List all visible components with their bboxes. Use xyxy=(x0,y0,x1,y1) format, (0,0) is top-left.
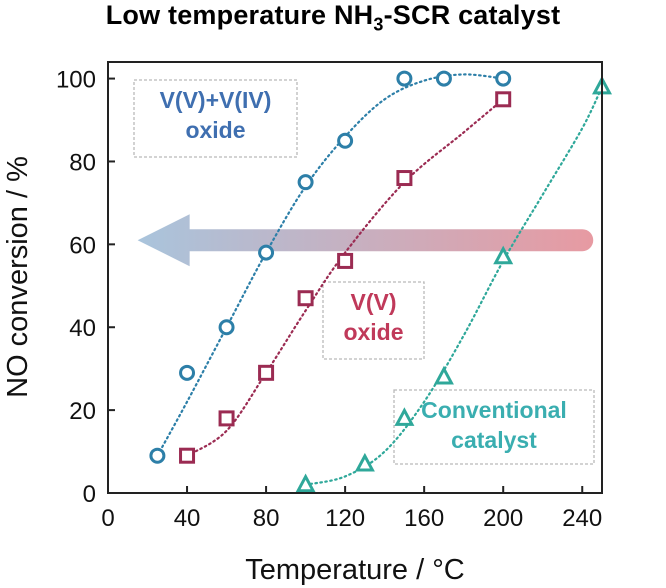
legend-box xyxy=(393,389,595,465)
data-point-vv xyxy=(495,91,512,108)
data-point-conventional xyxy=(295,473,316,493)
y-axis-label: NO conversion / % xyxy=(2,156,34,398)
data-point-vv_viv xyxy=(297,174,314,191)
shift-arrow xyxy=(137,214,594,267)
data-point-vv_viv xyxy=(435,70,452,87)
data-point-vv xyxy=(218,410,235,427)
x-tick-label: 240 xyxy=(562,505,602,532)
data-point-conventional xyxy=(433,365,454,385)
legend-label: oxide xyxy=(185,117,245,143)
legend-label: V(V) xyxy=(351,289,397,315)
legend-vv: V(V) oxide xyxy=(322,281,425,360)
x-tick-label: 40 xyxy=(174,505,201,532)
data-point-vv xyxy=(297,290,314,307)
data-point-conventional xyxy=(394,407,415,426)
legend-vv_viv: V(V)+V(IV) oxide xyxy=(133,79,298,158)
legend-conventional: Conventional catalyst xyxy=(393,389,595,465)
legend-label: V(V)+V(IV) xyxy=(160,87,272,113)
data-point-vv xyxy=(337,252,354,269)
x-tick-label: 200 xyxy=(483,505,523,532)
data-point-vv_viv xyxy=(396,70,413,87)
y-tick-label: 40 xyxy=(69,315,96,342)
page-title: Low temperature NH3-SCR catalyst xyxy=(105,0,561,35)
y-tick-label: 60 xyxy=(69,232,96,259)
data-point-vv_viv xyxy=(495,70,512,87)
legend-label: catalyst xyxy=(451,427,537,453)
x-tick-label: 120 xyxy=(325,505,365,532)
data-point-vv xyxy=(396,170,413,187)
data-point-vv xyxy=(179,447,196,464)
data-point-vv_viv xyxy=(149,447,166,464)
data-point-vv_viv xyxy=(218,319,235,336)
legend-label: oxide xyxy=(343,319,403,345)
y-tick-label: 80 xyxy=(69,149,96,176)
data-point-vv_viv xyxy=(179,364,196,381)
fit-curve-conventional xyxy=(304,85,604,486)
x-tick-label: 80 xyxy=(253,505,280,532)
x-tick-label: 160 xyxy=(404,505,444,532)
y-tick-label: 100 xyxy=(56,67,96,94)
data-point-vv_viv xyxy=(337,132,354,149)
x-axis-label: Temperature / °C xyxy=(245,554,465,586)
data-point-vv xyxy=(258,364,275,381)
y-tick-label: 20 xyxy=(69,398,96,425)
legend-label: Conventional xyxy=(421,397,567,423)
plot-frame xyxy=(107,61,603,494)
data-point-conventional xyxy=(354,452,375,472)
data-point-vv_viv xyxy=(258,244,275,261)
y-tick-label: 0 xyxy=(83,481,96,508)
legend-box xyxy=(133,79,298,158)
data-point-conventional xyxy=(493,245,514,265)
legend-box xyxy=(322,281,425,360)
x-tick-label: 0 xyxy=(101,505,114,532)
shift-arrow-shape xyxy=(137,214,594,267)
